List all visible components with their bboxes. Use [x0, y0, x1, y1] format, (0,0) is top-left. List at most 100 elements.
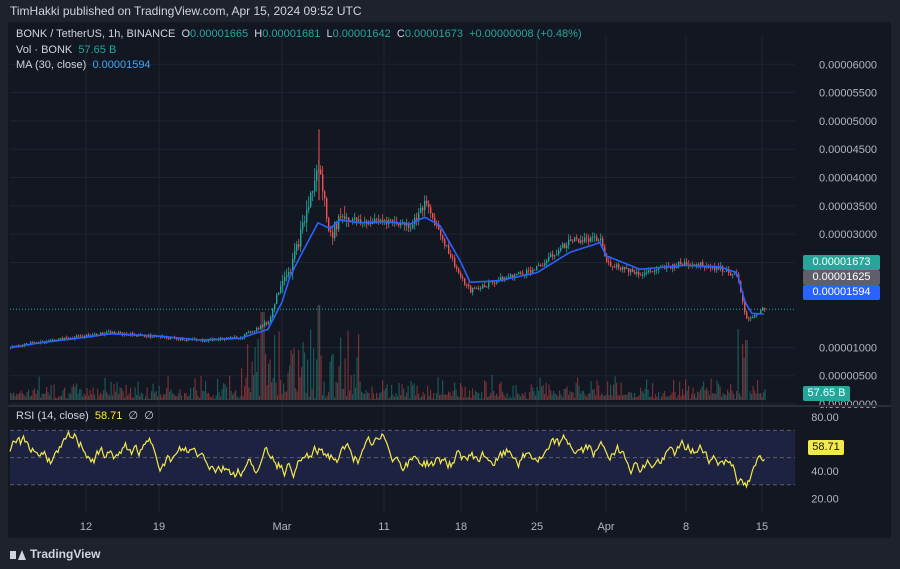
volume-bar: [527, 399, 529, 400]
volume-bar: [560, 394, 562, 400]
volume-tag: 57.65 B: [803, 386, 850, 401]
volume-bar: [94, 394, 96, 400]
volume-bar: [386, 384, 388, 400]
candle-body: [136, 335, 138, 337]
candle-body: [656, 269, 658, 271]
volume-bar: [157, 396, 159, 400]
volume-bar: [98, 395, 100, 400]
volume-bar: [629, 392, 631, 400]
volume-bar: [542, 385, 544, 400]
volume-bar: [179, 388, 181, 400]
volume-bar: [224, 384, 226, 400]
volume-bar: [710, 378, 712, 400]
candle-body: [112, 331, 114, 334]
volume-bar: [43, 393, 45, 400]
candle-body: [170, 338, 172, 339]
volume-bar: [511, 398, 513, 400]
candle-body: [528, 270, 530, 271]
volume-bar: [29, 396, 31, 400]
volume-bar: [565, 388, 567, 400]
volume-bar: [23, 394, 25, 400]
candle-body: [352, 219, 354, 222]
volume-bar: [109, 395, 111, 400]
volume-label[interactable]: Vol · BONK: [16, 44, 73, 56]
candle-body: [578, 238, 580, 243]
low-value: 0.00001642: [332, 28, 391, 40]
volume-bar: [442, 380, 444, 400]
volume-bar: [169, 391, 171, 400]
volume-bar: [193, 387, 195, 400]
volume-bar: [95, 399, 97, 400]
volume-bar: [485, 382, 487, 400]
volume-bar: [320, 355, 322, 400]
candle-body: [358, 219, 360, 222]
volume-bar: [631, 392, 633, 400]
volume-bar: [14, 395, 16, 400]
volume-bar: [37, 389, 39, 400]
volume-bar: [50, 384, 52, 400]
candle-body: [256, 328, 258, 331]
volume-bar: [731, 390, 733, 400]
volume-bar: [371, 386, 373, 400]
volume-bar: [236, 396, 238, 400]
volume-bar: [164, 394, 166, 400]
volume-bar: [128, 393, 130, 400]
volume-bar: [88, 395, 90, 400]
volume-bar: [211, 397, 213, 400]
volume-bar: [758, 393, 760, 400]
volume-bar: [259, 395, 261, 400]
volume-bar: [544, 394, 546, 400]
volume-bar: [638, 395, 640, 400]
candle-body: [312, 191, 314, 193]
volume-bar: [458, 397, 460, 400]
volume-bar: [676, 398, 678, 400]
volume-bar: [419, 397, 421, 400]
volume-bar: [506, 393, 508, 400]
volume-bar: [745, 340, 747, 400]
volume-bar: [523, 395, 525, 400]
volume-bar: [364, 393, 366, 400]
volume-bar: [428, 395, 430, 400]
candle-body: [344, 216, 346, 219]
candle-body: [110, 331, 112, 334]
volume-bar: [434, 398, 436, 400]
volume-bar: [487, 397, 489, 400]
volume-bar: [80, 389, 82, 400]
candle-body: [654, 270, 656, 272]
candle-body: [78, 335, 80, 337]
volume-bar: [500, 381, 502, 400]
volume-bar: [209, 396, 211, 400]
tradingview-logo[interactable]: TradingView: [10, 547, 100, 561]
ma-label[interactable]: MA (30, close): [16, 59, 87, 71]
volume-bar: [427, 385, 429, 400]
volume-bar: [449, 392, 451, 400]
volume-bar: [10, 392, 12, 400]
volume-bar: [679, 381, 681, 400]
volume-bar: [520, 396, 522, 400]
candle-body: [354, 217, 356, 220]
volume-bar: [736, 391, 738, 400]
candle-body: [494, 282, 496, 284]
candle-body: [602, 238, 604, 248]
candle-body: [456, 266, 458, 269]
rsi-label[interactable]: RSI (14, close): [16, 410, 89, 422]
candle-body: [382, 220, 384, 221]
candle-body: [114, 331, 116, 334]
candle-body: [64, 337, 66, 340]
candle-body: [452, 256, 454, 259]
volume-bar: [530, 384, 532, 400]
volume-bar: [395, 393, 397, 400]
candle-body: [50, 339, 52, 341]
volume-bar: [388, 398, 390, 400]
candle-body: [432, 213, 434, 218]
rsi-tag: 58.71: [808, 440, 844, 455]
volume-bar: [694, 393, 696, 400]
candle-body: [536, 265, 538, 271]
symbol-label[interactable]: BONK / TetherUS, 1h, BINANCE: [16, 28, 176, 40]
price-tick-label: 0.00005000: [819, 116, 877, 128]
candle-body: [314, 180, 316, 192]
candle-body: [450, 253, 452, 257]
candle-body: [268, 322, 270, 324]
volume-bar: [698, 392, 700, 400]
